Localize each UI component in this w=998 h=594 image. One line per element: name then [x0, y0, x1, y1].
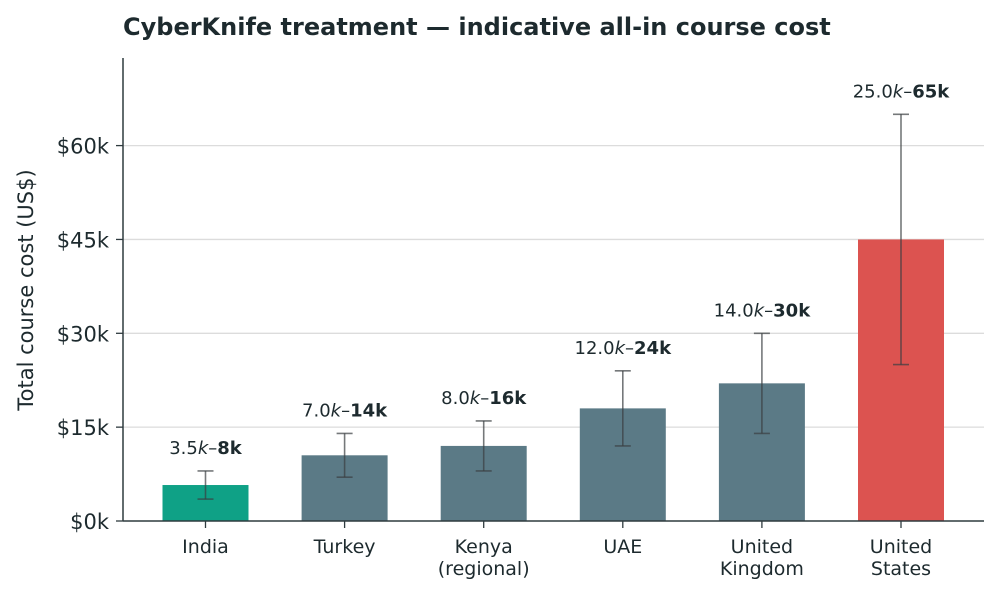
y-axis-label: Total course cost (US$)	[14, 169, 38, 411]
y-tick-label: $45k	[57, 228, 110, 252]
grid-lines	[123, 144, 984, 428]
tick-labels: $0k $15k $30k $45k $60k India Turkey Kenya (regi…	[57, 135, 932, 580]
data-label: 3.5k–8k	[169, 438, 243, 459]
chart-title: CyberKnife treatment — indicative all-in…	[123, 13, 831, 41]
y-tick-label: $60k	[57, 135, 110, 159]
y-tick-label: $0k	[70, 510, 110, 534]
data-labels: 3.5k–8k 7.0k–14k 8.0k–16k 12.0k–24k 14.0k–30…	[169, 81, 950, 459]
x-tick-label: India	[182, 536, 229, 558]
data-label: 25.0k–65k	[853, 81, 951, 102]
x-tick-label: Kenya (regional)	[438, 536, 530, 580]
error-bars	[197, 113, 909, 500]
y-tick-label: $15k	[57, 416, 110, 440]
axes	[116, 58, 984, 528]
data-label: 8.0k–16k	[441, 388, 527, 409]
x-tick-label: United States	[870, 536, 932, 580]
x-tick-label: Turkey	[313, 536, 376, 558]
y-tick-label: $30k	[57, 322, 110, 346]
x-tick-label: UAE	[603, 536, 642, 558]
bars	[162, 239, 944, 521]
x-tick-label: United Kingdom	[720, 536, 804, 580]
data-label: 14.0k–30k	[714, 300, 812, 321]
data-label: 7.0k–14k	[302, 400, 388, 421]
data-label: 12.0k–24k	[575, 338, 673, 359]
